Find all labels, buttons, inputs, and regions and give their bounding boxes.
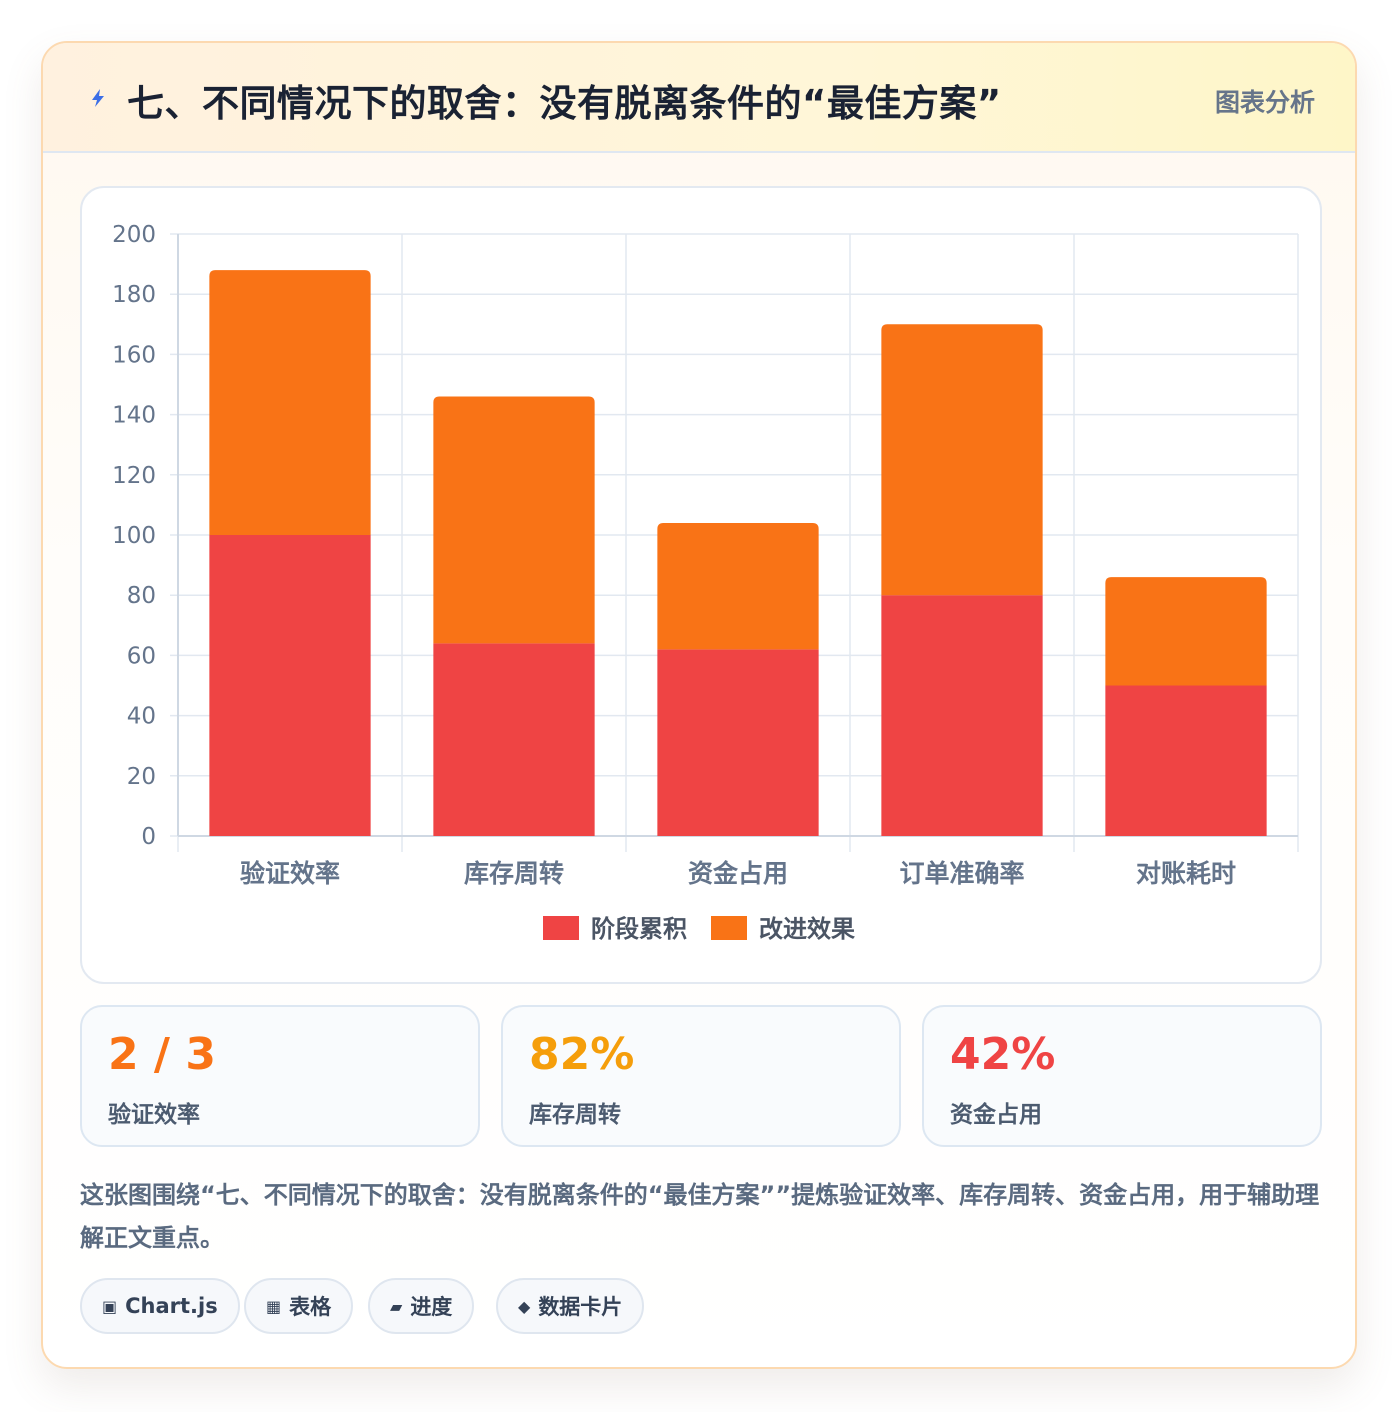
chart-icon: ▣ (102, 1296, 118, 1316)
y-tick-label: 160 (112, 342, 156, 368)
chip-label: 表格 (289, 1295, 332, 1319)
x-tick-label: 对账耗时 (1136, 859, 1236, 888)
stat-card-2: 82% 库存周转 (501, 1005, 901, 1147)
stat-value: 42% (950, 1029, 1056, 1080)
y-tick-label: 60 (127, 643, 156, 669)
bar-2 (657, 522, 819, 650)
bar-1 (209, 535, 371, 836)
x-tick-label: 验证效率 (240, 859, 340, 888)
y-tick-label: 200 (112, 222, 156, 248)
y-tick-label: 80 (127, 583, 156, 609)
chart-card: 七、不同情况下的取舍：没有脱离条件的“最佳方案” 图表分析 0 20 40 60 80 1… (41, 41, 1357, 1369)
x-tick-label: 订单准确率 (899, 859, 1024, 888)
chip-data-cards[interactable]: ◆ 数据卡片 (496, 1278, 645, 1334)
x-tick-label: 资金占用 (688, 859, 788, 888)
y-tick-label: 40 (127, 704, 156, 730)
bar-1 (433, 643, 595, 836)
bar-2 (881, 324, 1043, 596)
diamond-icon: ◆ (518, 1296, 531, 1316)
chip-label: 进度 (410, 1295, 453, 1319)
bar-2 (209, 270, 371, 535)
bar-1 (881, 595, 1043, 836)
legend-swatch (711, 916, 747, 940)
x-tick-label: 库存周转 (464, 859, 564, 888)
y-tick-label: 140 (112, 403, 156, 429)
chip-chartjs[interactable]: ▣ Chart.js (80, 1278, 240, 1334)
card-header: 七、不同情况下的取舍：没有脱离条件的“最佳方案” 图表分析 (43, 43, 1355, 153)
y-tick-label: 120 (112, 463, 156, 489)
chip-table[interactable]: ▦ 表格 (244, 1278, 354, 1334)
legend-label: 阶段累积 (591, 915, 687, 943)
stat-label: 库存周转 (529, 1102, 621, 1128)
y-tick-label: 100 (112, 523, 156, 549)
y-tick-label: 0 (141, 824, 156, 850)
page-title: 七、不同情况下的取舍：没有脱离条件的“最佳方案” (127, 82, 1002, 125)
bar-1 (1105, 685, 1267, 836)
stat-value: 82% (529, 1029, 635, 1080)
chart-analysis-tag: 图表分析 (1214, 88, 1315, 117)
stat-label: 资金占用 (950, 1102, 1042, 1128)
table-icon: ▦ (266, 1296, 282, 1316)
y-tick-label: 180 (112, 282, 156, 308)
bar-1 (657, 649, 819, 836)
chip-label: Chart.js (125, 1294, 218, 1318)
stat-label: 验证效率 (108, 1102, 200, 1128)
chart-description: 这张图围绕“七、不同情况下的取舍：没有脱离条件的“最佳方案””提炼验证效率、库存… (80, 1181, 1320, 1252)
stat-card-3: 42% 资金占用 (922, 1005, 1322, 1147)
chip-label: 数据卡片 (538, 1295, 623, 1319)
chip-progress[interactable]: ▰ 进度 (368, 1278, 475, 1334)
stat-value: 2 / 3 (108, 1029, 216, 1080)
chart-panel: 0 20 40 60 80 100 120 140 160 180 200 验证效率 库存周转 资金占用 订… (80, 186, 1322, 984)
y-tick-label: 20 (127, 764, 156, 790)
bar-2 (433, 396, 595, 644)
progress-icon: ▰ (390, 1296, 403, 1316)
legend-swatch (543, 916, 579, 940)
stat-card-1: 2 / 3 验证效率 (80, 1005, 480, 1147)
stacked-bar-chart: 0 20 40 60 80 100 120 140 160 180 200 验证效率 库存周转 资金占用 订… (112, 222, 1299, 943)
legend-label: 改进效果 (759, 915, 855, 943)
bar-2 (1105, 577, 1267, 686)
lightning-icon (92, 89, 104, 107)
